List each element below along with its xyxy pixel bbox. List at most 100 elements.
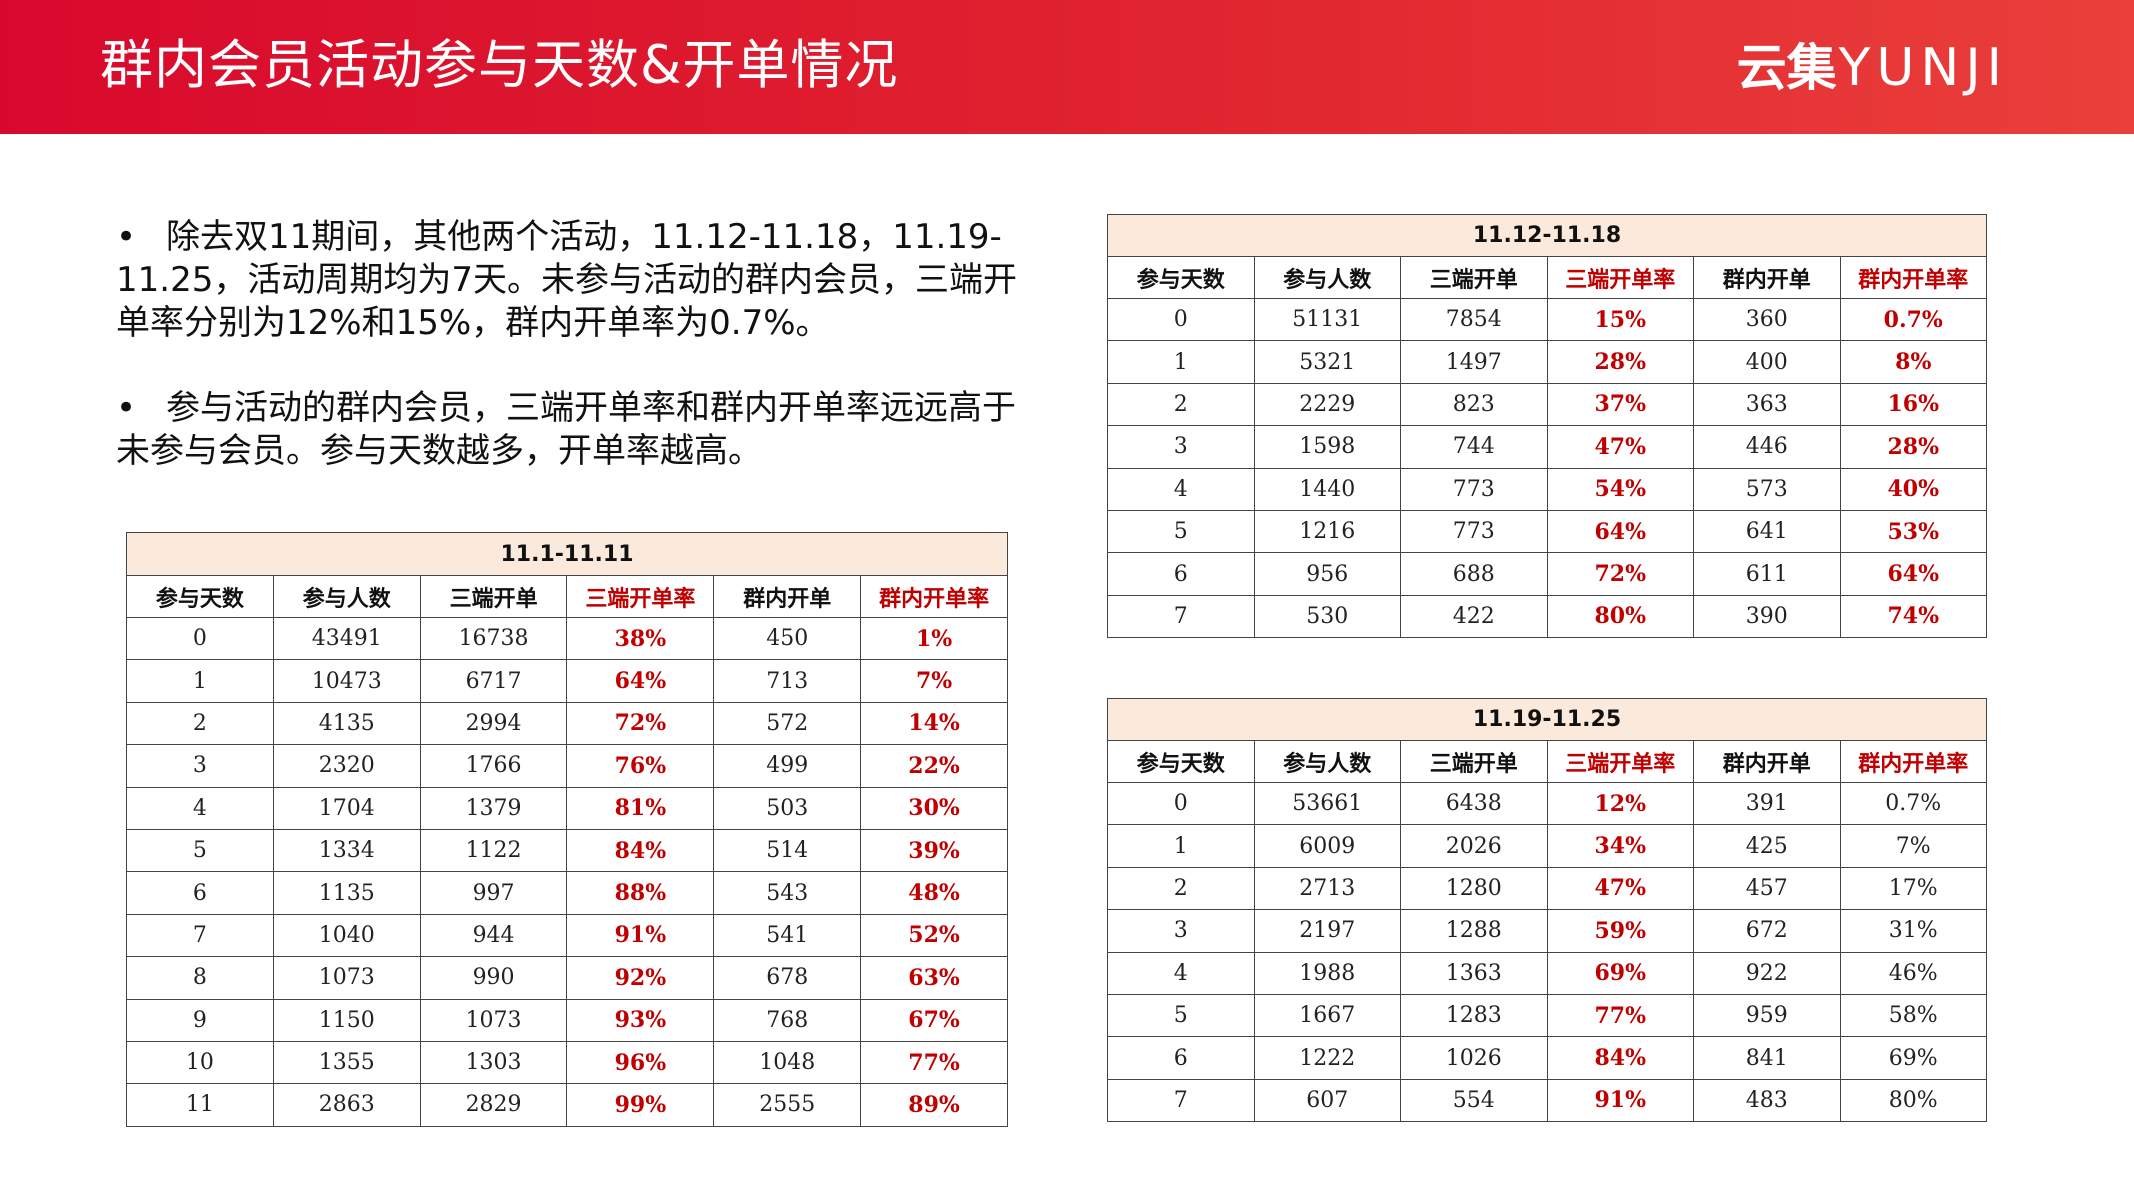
table-cell: 541 bbox=[713, 913, 862, 958]
table-row: 11 2863 2829 99% 2555 89% bbox=[126, 1083, 1008, 1127]
table-cell: 58% bbox=[1839, 993, 1987, 1038]
table-cell: 7854 bbox=[1400, 297, 1548, 342]
table-cell: 823 bbox=[1400, 382, 1548, 427]
table-cell: 1216 bbox=[1253, 509, 1401, 554]
table-cell: 15% bbox=[1546, 297, 1694, 342]
column-header: 群内开单率 bbox=[860, 575, 1008, 618]
table-cell: 5321 bbox=[1253, 340, 1401, 384]
table-cell: 6009 bbox=[1253, 824, 1401, 868]
table-cell: 773 bbox=[1400, 509, 1548, 554]
table-cell: 744 bbox=[1400, 425, 1548, 469]
table-cell: 688 bbox=[1400, 552, 1548, 596]
table-row: 4 1988 1363 69% 922 46% bbox=[1107, 951, 1987, 995]
table-cell: 1% bbox=[860, 616, 1008, 661]
table-cell: 1988 bbox=[1253, 951, 1401, 995]
table-cell: 92% bbox=[566, 956, 715, 1000]
table-cell: 14% bbox=[860, 701, 1008, 746]
table-cell: 944 bbox=[419, 913, 568, 958]
table-cell: 514 bbox=[713, 828, 862, 873]
table-cell: 51131 bbox=[1253, 297, 1401, 342]
table-cell: 1355 bbox=[272, 1040, 421, 1085]
table-cell: 91% bbox=[1546, 1078, 1694, 1123]
table-caption: 11.1-11.11 bbox=[126, 532, 1008, 576]
table-row: 1 10473 6717 64% 713 7% bbox=[126, 659, 1008, 703]
table-cell: 391 bbox=[1693, 781, 1841, 826]
column-header: 三端开单率 bbox=[1546, 256, 1694, 299]
table-cell: 1379 bbox=[419, 786, 568, 830]
table-cell: 46% bbox=[1839, 951, 1987, 995]
column-header: 三端开单率 bbox=[1546, 740, 1694, 783]
bullet-item-2: • 参与活动的群内会员，三端开单率和群内开单率远远高于未参与会员。参与天数越多，开… bbox=[116, 387, 1046, 473]
table-cell: 6 bbox=[1107, 552, 1255, 596]
bullet-marker: • bbox=[116, 217, 137, 257]
column-header: 三端开单 bbox=[1400, 256, 1548, 299]
table-cell: 422 bbox=[1400, 594, 1548, 639]
table-cell: 8% bbox=[1839, 340, 1987, 384]
table-cell: 1048 bbox=[713, 1040, 862, 1085]
table-cell: 6 bbox=[1107, 1036, 1255, 1080]
table-row: 8 1073 990 92% 678 63% bbox=[126, 956, 1008, 1000]
table-cell: 7 bbox=[1107, 594, 1255, 639]
table-cell: 59% bbox=[1546, 909, 1694, 953]
table-cell: 713 bbox=[713, 659, 862, 703]
table-cell: 2 bbox=[1107, 382, 1255, 427]
table-cell: 1497 bbox=[1400, 340, 1548, 384]
table-cell: 34% bbox=[1546, 824, 1694, 868]
column-header: 群内开单 bbox=[1693, 256, 1841, 299]
table-cell: 2026 bbox=[1400, 824, 1548, 868]
table-cell: 446 bbox=[1693, 425, 1841, 469]
table-cell: 959 bbox=[1693, 993, 1841, 1038]
table-row: 6 956 688 72% 611 64% bbox=[1107, 552, 1987, 596]
table-cell: 12% bbox=[1546, 781, 1694, 826]
table-cell: 1122 bbox=[419, 828, 568, 873]
table-cell: 4 bbox=[1107, 951, 1255, 995]
table-cell: 2829 bbox=[419, 1083, 568, 1127]
table-cell: 1334 bbox=[272, 828, 421, 873]
column-header: 参与天数 bbox=[126, 575, 274, 618]
table-cell: 54% bbox=[1546, 467, 1694, 511]
table-cell: 64% bbox=[566, 659, 715, 703]
table-cell: 48% bbox=[860, 871, 1008, 915]
table-cell: 43491 bbox=[272, 616, 421, 661]
column-header: 群内开单 bbox=[713, 575, 862, 618]
table-row: 0 43491 16738 38% 450 1% bbox=[126, 616, 1008, 661]
bullet-text: 除去双11期间，其他两个活动，11.12-11.18，11.19-11.25，活… bbox=[116, 217, 1017, 343]
table-cell: 4 bbox=[1107, 467, 1255, 511]
table-cell: 2713 bbox=[1253, 866, 1401, 911]
table-cell: 4 bbox=[126, 786, 274, 830]
column-header: 参与人数 bbox=[272, 575, 421, 618]
table-cell: 1073 bbox=[419, 998, 568, 1042]
table-cell: 1440 bbox=[1253, 467, 1401, 511]
table-cell: 5 bbox=[1107, 509, 1255, 554]
table-cell: 990 bbox=[419, 956, 568, 1000]
table-cell: 64% bbox=[1839, 552, 1987, 596]
table-cell: 922 bbox=[1693, 951, 1841, 995]
table-cell: 2863 bbox=[272, 1083, 421, 1127]
table-cell: 0 bbox=[1107, 297, 1255, 342]
table-cell: 530 bbox=[1253, 594, 1401, 639]
table-cell: 841 bbox=[1693, 1036, 1841, 1080]
table-row: 4 1440 773 54% 573 40% bbox=[1107, 467, 1987, 511]
table-cell: 88% bbox=[566, 871, 715, 915]
table-cell: 7 bbox=[1107, 1078, 1255, 1123]
column-header: 群内开单 bbox=[1693, 740, 1841, 783]
table-cell: 1303 bbox=[419, 1040, 568, 1085]
table-cell: 483 bbox=[1693, 1078, 1841, 1123]
table-cell: 31% bbox=[1839, 909, 1987, 953]
table-cell: 0.7% bbox=[1839, 297, 1987, 342]
table-cell: 40% bbox=[1839, 467, 1987, 511]
table-cell: 28% bbox=[1546, 340, 1694, 384]
table-cell: 69% bbox=[1546, 951, 1694, 995]
table-cell: 1283 bbox=[1400, 993, 1548, 1038]
table-cell: 363 bbox=[1693, 382, 1841, 427]
table-cell: 2 bbox=[126, 701, 274, 746]
table-cell: 77% bbox=[1546, 993, 1694, 1038]
table-cell: 1 bbox=[1107, 824, 1255, 868]
table-cell: 80% bbox=[1839, 1078, 1987, 1123]
table-cell: 38% bbox=[566, 616, 715, 661]
column-header: 参与人数 bbox=[1253, 256, 1401, 299]
column-header: 参与人数 bbox=[1253, 740, 1401, 783]
table-cell: 0.7% bbox=[1839, 781, 1987, 826]
table-cell: 84% bbox=[1546, 1036, 1694, 1080]
table-cell: 0 bbox=[126, 616, 274, 661]
